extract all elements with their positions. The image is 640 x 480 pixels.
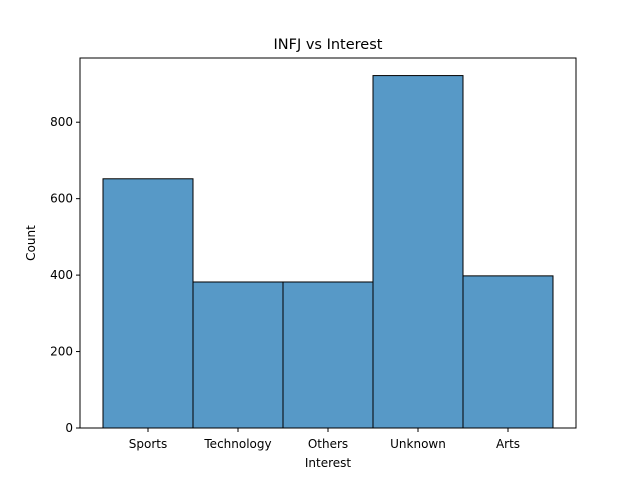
x-tick-label: Technology	[203, 437, 271, 451]
bar-sports	[102, 178, 194, 429]
bars-group	[102, 75, 554, 429]
bar-unknown	[372, 75, 464, 429]
x-axis-label: Interest	[305, 456, 352, 470]
bar-arts	[462, 275, 554, 429]
y-tick-label: 0	[65, 421, 73, 435]
y-tick-label: 400	[50, 268, 73, 282]
y-tick-label: 800	[50, 115, 73, 129]
y-tick-label: 600	[50, 192, 73, 206]
y-axis: 0 200 400 600 800	[50, 115, 80, 435]
y-tick-label: 200	[50, 345, 73, 359]
bar-technology	[192, 281, 284, 429]
x-tick-label: Unknown	[390, 437, 446, 451]
y-axis-label: Count	[24, 225, 38, 261]
bar-others	[282, 281, 374, 429]
chart-title: INFJ vs Interest	[274, 37, 383, 53]
x-tick-label: Others	[308, 437, 348, 451]
x-axis: Sports Technology Others Unknown Arts	[129, 428, 520, 451]
x-tick-label: Arts	[496, 437, 520, 451]
x-tick-label: Sports	[129, 437, 167, 451]
